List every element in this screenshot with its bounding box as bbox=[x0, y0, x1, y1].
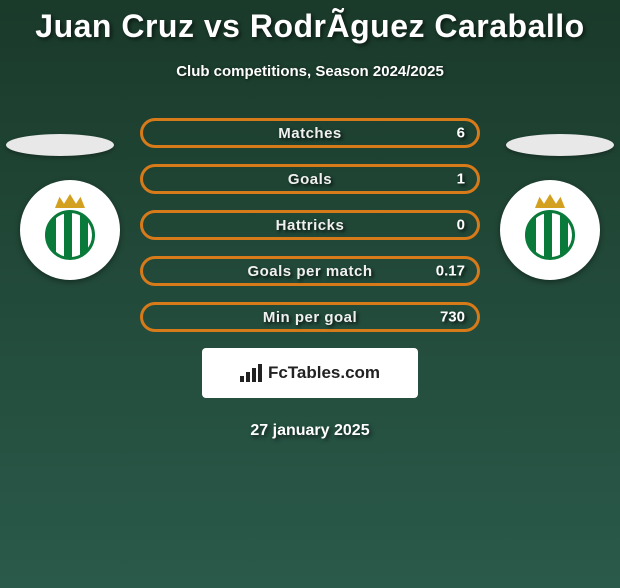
stat-value-right: 1 bbox=[457, 171, 465, 188]
stat-row: Min per goal 730 bbox=[140, 302, 480, 332]
stat-value-right: 730 bbox=[440, 309, 465, 326]
comparison-subtitle: Club competitions, Season 2024/2025 bbox=[0, 63, 620, 80]
stat-pill: Hattricks 0 bbox=[140, 210, 480, 240]
source-logo-text: FcTables.com bbox=[268, 363, 380, 383]
stat-label: Goals bbox=[288, 171, 332, 188]
stat-row: Goals 1 bbox=[140, 164, 480, 194]
stat-label: Matches bbox=[278, 125, 342, 142]
stat-pill: Goals 1 bbox=[140, 164, 480, 194]
stat-value-right: 0 bbox=[457, 217, 465, 234]
stat-label: Min per goal bbox=[263, 309, 357, 326]
stats-area: Matches 6 Goals 1 Hattricks 0 Goals per … bbox=[0, 118, 620, 332]
bar-chart-icon bbox=[240, 364, 262, 382]
stat-label: Hattricks bbox=[276, 217, 345, 234]
stat-pill: Matches 6 bbox=[140, 118, 480, 148]
comparison-title: Juan Cruz vs RodrÃ­guez Caraballo bbox=[0, 8, 620, 45]
stat-value-right: 0.17 bbox=[436, 263, 465, 280]
source-logo: FcTables.com bbox=[202, 348, 418, 398]
comparison-date: 27 january 2025 bbox=[0, 422, 620, 440]
stat-row: Matches 6 bbox=[140, 118, 480, 148]
stat-pill: Goals per match 0.17 bbox=[140, 256, 480, 286]
stat-pill: Min per goal 730 bbox=[140, 302, 480, 332]
stat-row: Hattricks 0 bbox=[140, 210, 480, 240]
stat-label: Goals per match bbox=[247, 263, 372, 280]
stat-value-right: 6 bbox=[457, 125, 465, 142]
stat-row: Goals per match 0.17 bbox=[140, 256, 480, 286]
